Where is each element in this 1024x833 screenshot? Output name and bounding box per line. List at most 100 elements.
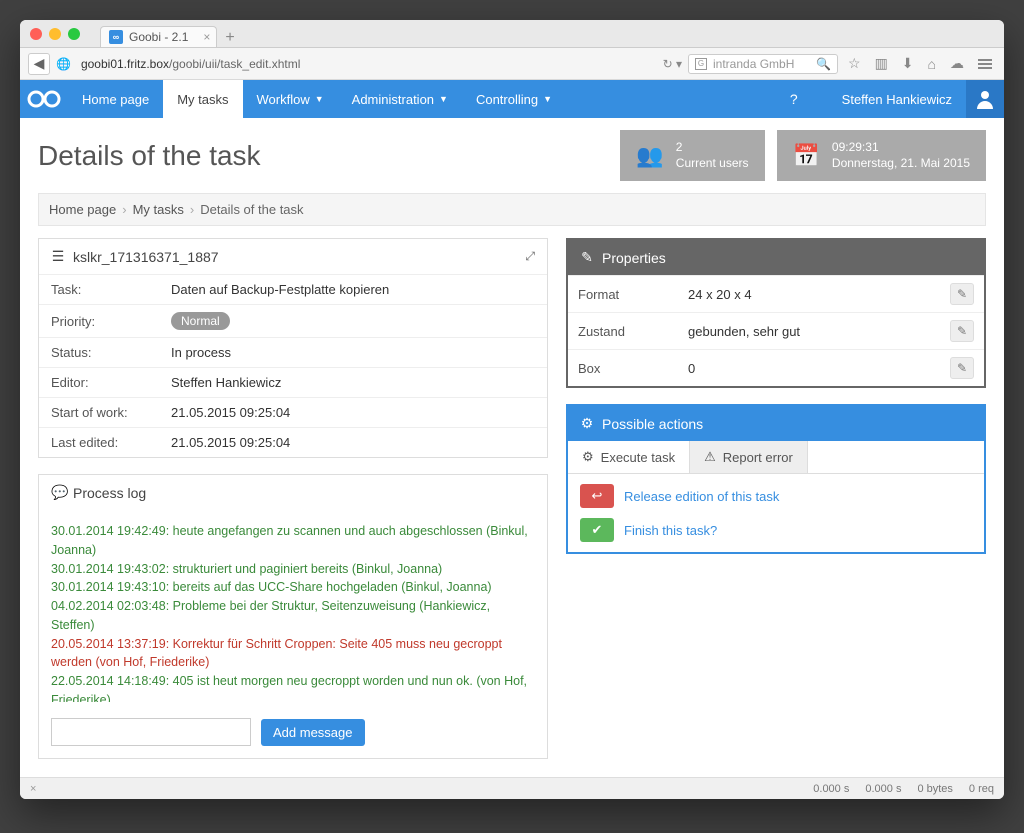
- task-row: Status:In process: [39, 338, 547, 368]
- calendar-icon: 📅: [793, 143, 820, 169]
- browser-search[interactable]: G intranda GmbH 🔍: [688, 54, 838, 74]
- log-message-input[interactable]: [51, 718, 251, 746]
- page-title: Details of the task: [38, 140, 608, 172]
- reload-icon[interactable]: ↻ ▾: [663, 57, 682, 71]
- browser-tab[interactable]: ∞ Goobi - 2.1 ×: [100, 26, 217, 47]
- chevron-down-icon: ▼: [543, 94, 552, 104]
- property-key: Box: [568, 350, 678, 387]
- property-row: Zustandgebunden, sehr gut✎: [568, 313, 984, 350]
- users-icon: 👥: [636, 143, 663, 169]
- edit-property-button[interactable]: ✎: [950, 320, 974, 342]
- favicon-icon: ∞: [109, 30, 123, 44]
- statusbar-close-icon[interactable]: ×: [30, 783, 36, 795]
- app-navbar: Home pageMy tasksWorkflow ▼Administratio…: [20, 80, 1004, 118]
- user-avatar-icon[interactable]: [966, 80, 1004, 118]
- mac-window: ∞ Goobi - 2.1 × + ◀ 🌐 goobi01.fritz.box/…: [20, 20, 1004, 799]
- task-details-header: ☰ kslkr_171316371_1887 ⤢: [39, 239, 547, 274]
- process-log-title: Process log: [73, 485, 146, 501]
- page-header-row: Details of the task 👥 2 Current users 📅 …: [38, 130, 986, 181]
- breadcrumb-item: Details of the task: [200, 202, 303, 217]
- stat-datetime: 📅 09:29:31 Donnerstag, 21. Mai 2015: [777, 130, 987, 181]
- property-key: Zustand: [568, 313, 678, 350]
- browser-urlbar: ◀ 🌐 goobi01.fritz.box/goobi/uii/task_edi…: [20, 48, 1004, 80]
- home-icon[interactable]: ⌂: [924, 56, 940, 72]
- nav-item-home-page[interactable]: Home page: [68, 80, 163, 118]
- action-finish: ✔ Finish this task?: [580, 518, 972, 542]
- url-field[interactable]: goobi01.fritz.box/goobi/uii/task_edit.xh…: [77, 55, 657, 73]
- page-content: Details of the task 👥 2 Current users 📅 …: [20, 118, 1004, 777]
- close-window-icon[interactable]: [30, 28, 42, 40]
- stat-users-count: 2: [676, 140, 749, 156]
- task-row: Last edited:21.05.2015 09:25:04: [39, 428, 547, 458]
- menu-icon[interactable]: [974, 59, 996, 69]
- globe-icon: 🌐: [56, 57, 71, 71]
- stat-time: 09:29:31: [832, 140, 970, 156]
- log-entry: 22.05.2014 14:18:49: 405 ist heut morgen…: [51, 672, 535, 702]
- task-row: Priority:Normal: [39, 305, 547, 338]
- browser-tab-title: Goobi - 2.1: [129, 30, 188, 44]
- property-key: Format: [568, 276, 678, 313]
- maximize-window-icon[interactable]: [68, 28, 80, 40]
- download-icon[interactable]: ⬇: [898, 55, 918, 72]
- app-logo[interactable]: [20, 89, 68, 109]
- task-row-value: Steffen Hankiewicz: [159, 368, 547, 398]
- url-host: goobi01.fritz.box: [81, 57, 169, 71]
- chevron-down-icon: ▼: [439, 94, 448, 104]
- property-value: 24 x 20 x 4: [678, 276, 940, 313]
- breadcrumb-separator: ›: [122, 202, 126, 217]
- user-name[interactable]: Steffen Hankiewicz: [828, 92, 966, 107]
- actions-panel: ⚙ Possible actions ⚙ Execute task ⚠ Repo…: [566, 404, 986, 554]
- task-row-value: 21.05.2015 09:25:04: [159, 428, 547, 458]
- nav-item-workflow[interactable]: Workflow ▼: [243, 80, 338, 118]
- stat-users: 👥 2 Current users: [620, 130, 764, 181]
- add-message-button[interactable]: Add message: [261, 719, 365, 746]
- tab-execute-label: Execute task: [601, 450, 675, 465]
- status-time-1: 0.000 s: [813, 783, 849, 795]
- task-row: Start of work:21.05.2015 09:25:04: [39, 398, 547, 428]
- task-row: Task:Daten auf Backup-Festplatte kopiere…: [39, 275, 547, 305]
- edit-property-button[interactable]: ✎: [950, 357, 974, 379]
- log-entry: 30.01.2014 19:43:02: strukturiert und pa…: [51, 560, 535, 579]
- task-details-title: kslkr_171316371_1887: [73, 249, 219, 265]
- nav-item-my-tasks[interactable]: My tasks: [163, 80, 242, 118]
- library-icon[interactable]: ▥: [871, 55, 892, 72]
- status-time-2: 0.000 s: [865, 783, 901, 795]
- release-link[interactable]: Release edition of this task: [624, 489, 779, 504]
- gear-icon: ⚙: [582, 449, 594, 465]
- help-icon[interactable]: ?: [780, 91, 808, 107]
- properties-header: ✎ Properties: [568, 240, 984, 275]
- search-icon: 🔍: [816, 57, 831, 71]
- release-button[interactable]: ↩: [580, 484, 614, 508]
- property-row: Box0✎: [568, 350, 984, 387]
- tab-execute-task[interactable]: ⚙ Execute task: [568, 441, 690, 473]
- breadcrumb-item[interactable]: Home page: [49, 202, 116, 217]
- back-button[interactable]: ◀: [28, 53, 50, 75]
- stat-date: Donnerstag, 21. Mai 2015: [832, 156, 970, 172]
- edit-property-button[interactable]: ✎: [950, 283, 974, 305]
- expand-icon[interactable]: ⤢: [525, 249, 535, 264]
- breadcrumb-separator: ›: [190, 202, 194, 217]
- nav-item-controlling[interactable]: Controlling ▼: [462, 80, 566, 118]
- statusbar: × 0.000 s 0.000 s 0 bytes 0 req: [20, 777, 1004, 799]
- nav-item-administration[interactable]: Administration ▼: [338, 80, 462, 118]
- minimize-window-icon[interactable]: [49, 28, 61, 40]
- tab-report-label: Report error: [723, 450, 793, 465]
- log-entry: 20.05.2014 13:37:19: Korrektur für Schri…: [51, 635, 535, 673]
- gear-icon: ⚙: [580, 415, 594, 432]
- priority-badge: Normal: [171, 312, 230, 330]
- task-row-key: Last edited:: [39, 428, 159, 458]
- tab-report-error[interactable]: ⚠ Report error: [690, 441, 808, 473]
- breadcrumb-item[interactable]: My tasks: [133, 202, 184, 217]
- new-tab-button[interactable]: +: [217, 29, 242, 47]
- task-row-value: 21.05.2015 09:25:04: [159, 398, 547, 428]
- star-icon[interactable]: ☆: [844, 55, 865, 72]
- task-row-key: Start of work:: [39, 398, 159, 428]
- chat-icon[interactable]: ☁: [946, 55, 968, 72]
- search-engine-icon: G: [695, 58, 707, 70]
- traffic-lights: [30, 28, 80, 40]
- close-tab-icon[interactable]: ×: [203, 30, 210, 44]
- status-req: 0 req: [969, 783, 994, 795]
- finish-button[interactable]: ✔: [580, 518, 614, 542]
- finish-link[interactable]: Finish this task?: [624, 523, 717, 538]
- log-entry: 04.02.2014 02:03:48: Probleme bei der St…: [51, 597, 535, 635]
